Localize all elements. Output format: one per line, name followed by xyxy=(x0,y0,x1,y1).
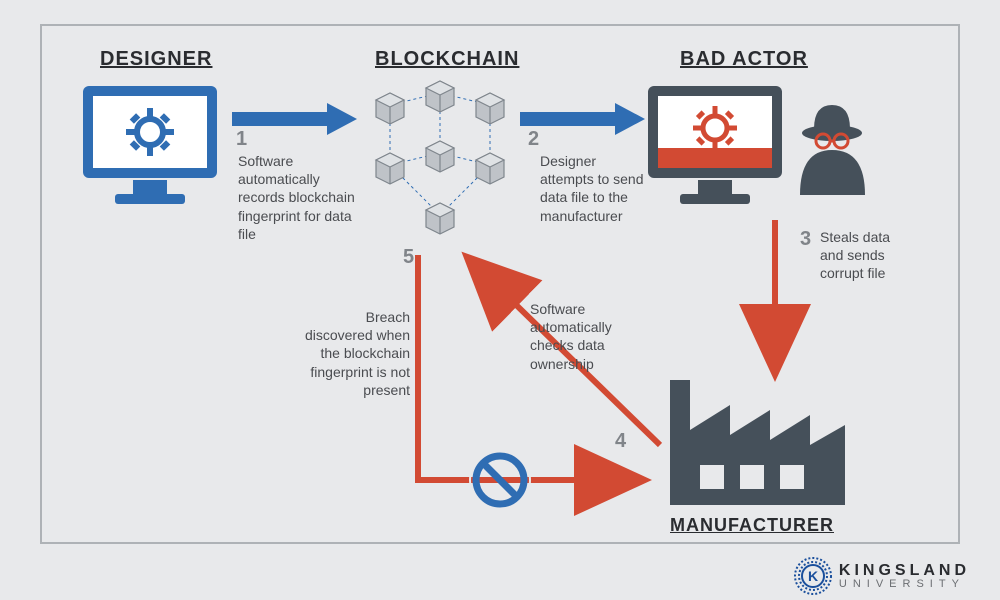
red-arrows xyxy=(0,0,1000,600)
caption-2: Designer attempts to send data file to t… xyxy=(540,152,648,225)
caption-5: Breach discovered when the blockchain fi… xyxy=(295,308,410,399)
stepnum-1: 1 xyxy=(236,128,247,151)
logo-line1: KINGSLAND xyxy=(839,563,970,579)
caption-4: Software automatically checks data owner… xyxy=(530,300,640,373)
stepnum-3: 3 xyxy=(800,228,811,251)
stepnum-4: 4 xyxy=(615,430,626,453)
logo-mark-icon: K xyxy=(793,556,833,596)
caption-3: Steals data and sends corrupt file xyxy=(820,228,916,283)
stepnum-5: 5 xyxy=(403,246,414,269)
svg-text:K: K xyxy=(808,568,818,584)
logo-line2: UNIVERSITY xyxy=(839,579,970,590)
brand-logo: K KINGSLAND UNIVERSITY xyxy=(793,556,970,596)
stepnum-2: 2 xyxy=(528,128,539,151)
caption-1: Software automatically records blockchai… xyxy=(238,152,358,243)
